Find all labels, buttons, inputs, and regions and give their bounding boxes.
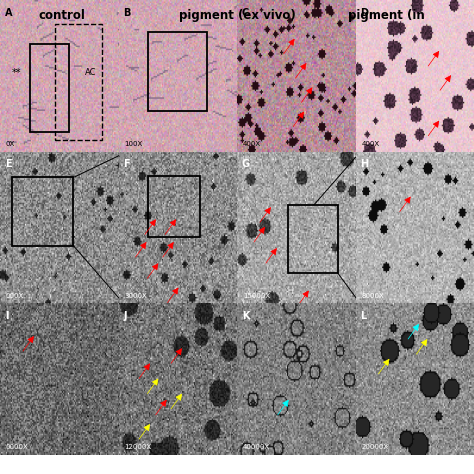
Text: I: I [5,311,8,321]
Text: control: control [38,9,85,21]
Text: 000X: 000X [6,293,24,299]
Text: D: D [360,8,368,18]
Text: F: F [123,159,130,169]
Text: C: C [242,8,249,18]
Text: 100X: 100X [124,141,143,147]
Text: 400X: 400X [361,141,380,147]
Text: H: H [360,159,368,169]
Bar [29,44,69,132]
Text: J: J [123,311,127,321]
Text: **: ** [12,68,21,78]
Text: 12000X: 12000X [124,445,152,450]
Text: 3000X: 3000X [124,293,147,299]
Text: 20000X: 20000X [361,445,389,450]
Text: B: B [123,8,131,18]
Text: 8000X: 8000X [361,293,384,299]
Text: AC: AC [85,68,97,77]
Text: 400X: 400X [243,141,261,147]
Text: pigment (ex vivo): pigment (ex vivo) [179,9,295,21]
Text: A: A [5,8,12,18]
Text: 40000X: 40000X [243,445,270,450]
Text: pigment (in: pigment (in [348,9,425,21]
Text: G: G [242,159,250,169]
Text: L: L [360,311,366,321]
Text: 0000X: 0000X [6,445,28,450]
Text: 15000X: 15000X [243,293,270,299]
Bar [55,24,102,139]
Bar [148,32,207,111]
Text: E: E [5,159,11,169]
Text: 0X: 0X [6,141,15,147]
Text: K: K [242,311,249,321]
Bar [148,176,200,237]
Bar [12,177,73,246]
Bar [288,205,337,273]
